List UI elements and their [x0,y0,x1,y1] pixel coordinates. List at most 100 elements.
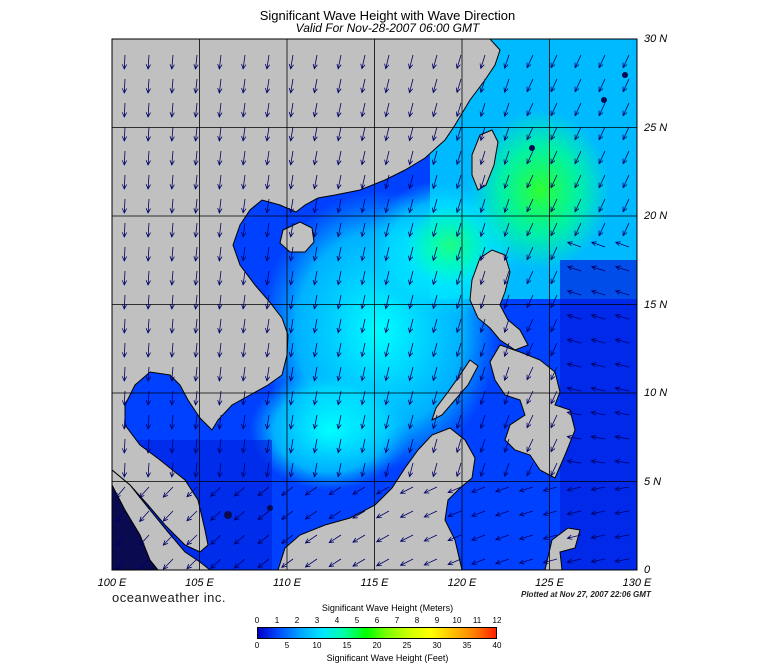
wave-arrow [479,246,486,262]
wave-arrow [217,462,223,478]
wave-arrow [526,174,534,189]
wave-arrow [193,150,199,166]
wave-arrow [360,390,366,406]
wave-arrow [526,318,534,333]
wave-arrow [193,222,199,238]
wave-arrow [622,222,630,237]
lon-label: 125 E [535,577,564,589]
wave-arrow [526,342,534,357]
wave-arrow [526,54,534,69]
wave-arrow [384,294,390,310]
wave-arrow [121,318,128,334]
island-okinawa [601,97,607,103]
wave-arrow [479,150,486,166]
wave-arrow [312,198,318,214]
wave-arrow [328,558,342,568]
wave-arrow [241,438,247,454]
wave-arrow [518,486,534,493]
legend-meters-tick: 10 [452,616,462,625]
wave-arrow [193,390,199,406]
wave-arrow [431,198,438,214]
wave-arrow [408,414,414,430]
wave-arrow [423,558,438,566]
legend-feet-tick: 30 [432,641,442,650]
wave-arrow [399,558,414,566]
wave-arrow [186,534,198,546]
wave-arrow [193,414,199,430]
wave-arrow [526,102,534,117]
wave-arrow [162,510,174,522]
wave-zone-cyan-south [250,370,410,490]
wave-arrow [590,313,606,320]
wave-arrow [121,126,128,142]
wave-arrow [312,270,318,286]
wave-arrow [614,241,630,248]
wave-arrow [447,510,462,518]
wave-arrow [360,438,366,454]
wave-arrow [169,462,175,478]
wave-arrow [169,318,175,334]
wave-arrow [526,462,534,477]
wave-arrow [217,366,223,382]
wave-arrow [145,198,151,214]
legend-meters-title: Significant Wave Height (Meters) [321,603,454,613]
wave-arrow [193,294,199,310]
wave-arrow [169,126,175,142]
wave-arrow [139,558,150,570]
wave-arrow [590,289,606,296]
wave-arrow [217,294,223,310]
wave-arrow [145,318,151,334]
wave-arrow [217,126,223,142]
legend-feet-tick: 40 [492,641,502,650]
wave-arrow [241,126,247,142]
wave-arrow [408,78,414,94]
wave-arrow [288,414,294,430]
wave-arrow [503,102,510,118]
wave-arrow [336,126,342,142]
wave-arrow [360,270,366,286]
wave-arrow [115,486,126,499]
wave-arrow [169,294,175,310]
wave-arrow [312,318,318,334]
map-subtitle: Valid For Nov-28-2007 06:00 GMT [295,21,480,35]
wave-arrow [384,342,390,358]
wave-arrow [121,270,128,286]
wave-arrow [121,222,128,238]
wave-arrow [217,414,223,430]
wave-arrow [241,246,247,262]
wave-arrow [408,54,414,70]
wave-arrow [614,558,630,564]
wave-arrow [598,150,606,165]
wave-arrow [503,174,510,190]
wave-arrow [384,78,390,94]
wave-arrow [281,510,294,520]
legend-meters-tick: 4 [334,616,340,625]
wave-arrow [384,318,390,334]
wave-arrow [193,126,199,142]
lat-label: 25 N [644,121,668,134]
wave-arrow [169,270,175,286]
wave-arrow [622,198,630,213]
wave-arrow [288,438,294,454]
wave-arrow [352,486,366,495]
wave-arrow [574,102,582,117]
wave-arrow [304,486,318,496]
wave-arrow [455,438,462,454]
wave-arrow [550,246,558,261]
wave-arrow [622,78,630,93]
wave-arrow [471,534,486,541]
wave-arrow [479,390,486,406]
wave-arrow [384,150,390,166]
wave-arrow [328,486,342,496]
wave-arrow [169,438,175,454]
wave-arrow [169,78,175,94]
land-palawan [431,359,479,421]
lon-label: 120 E [447,577,477,589]
legend-meters-tick: 6 [374,616,380,625]
wave-arrow [304,558,318,568]
wave-arrow [360,246,366,262]
wave-arrow [550,462,558,477]
wave-arrow [494,486,510,493]
wave-arrow [186,558,198,570]
wave-arrow [590,362,606,368]
